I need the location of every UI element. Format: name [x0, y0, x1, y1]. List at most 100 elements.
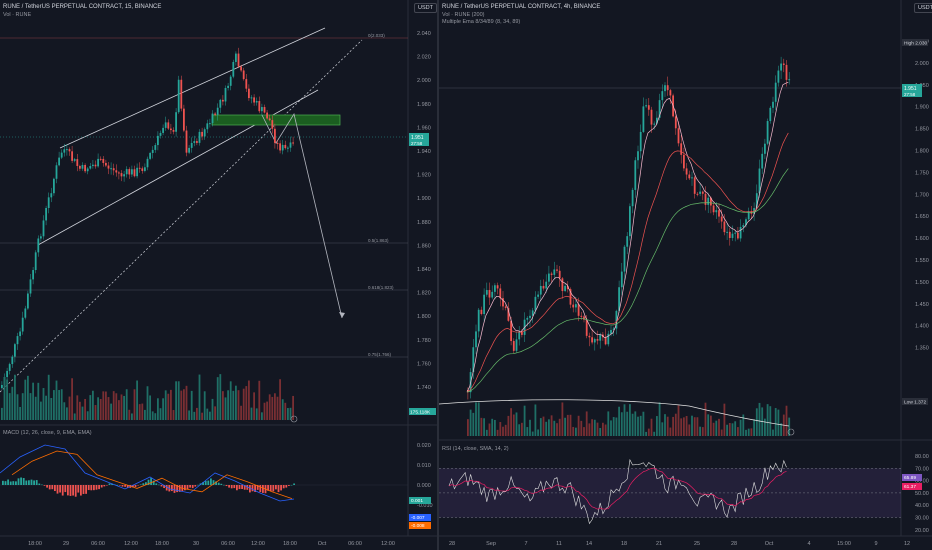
- right-volume-bar: [672, 416, 674, 436]
- volume-bar: [232, 390, 235, 420]
- volume-bar: [263, 402, 266, 420]
- price-candle: [268, 118, 271, 121]
- volume-bar: [206, 408, 209, 420]
- right-price-candle: [645, 105, 647, 107]
- price-candle: [16, 336, 19, 345]
- right-price-tag-countdown: 27:58: [904, 92, 916, 97]
- right-time-axis-label: Sep: [486, 541, 496, 547]
- price-candle: [84, 165, 86, 172]
- macd-histogram-bar: [173, 485, 176, 493]
- right-price-candle: [561, 278, 564, 292]
- volume-bar: [279, 379, 281, 420]
- macd-histogram-bar: [139, 484, 142, 485]
- macd-histogram-bar: [272, 485, 275, 492]
- right-volume-bar: [642, 411, 645, 436]
- volume-bar: [16, 394, 19, 420]
- right-time-axis-label: 15:00: [837, 541, 851, 547]
- macd-histogram-bar: [246, 485, 249, 490]
- price-candle: [190, 142, 193, 148]
- price-candle: [229, 76, 232, 86]
- right-price-candle: [610, 329, 612, 334]
- right-price-candle: [596, 339, 599, 341]
- macd-histogram-bar: [80, 485, 82, 496]
- right-volume-bar: [669, 427, 672, 436]
- volume-bar: [141, 403, 144, 420]
- right-volume-bar: [639, 415, 642, 436]
- time-axis-label: 06:00: [348, 541, 362, 547]
- volume-bar: [34, 396, 37, 420]
- macd-histogram-bar: [98, 485, 100, 490]
- price-candle: [177, 79, 180, 113]
- price-candle: [73, 159, 76, 161]
- right-volume-bar: [745, 429, 747, 436]
- volume-bar: [45, 395, 47, 420]
- macd-tag-value: -0.007: [411, 515, 425, 521]
- right-volume-bar: [550, 415, 553, 436]
- right-price-candle: [485, 290, 488, 295]
- volume-bar: [196, 407, 198, 420]
- right-volume-bar: [766, 404, 769, 436]
- price-candle: [203, 129, 206, 137]
- macd-histogram-bar: [4, 481, 7, 485]
- price-candle: [266, 112, 268, 119]
- price-candle: [118, 172, 120, 174]
- macd-histogram-bar: [59, 485, 61, 493]
- right-currency-button[interactable]: USDT: [914, 3, 932, 13]
- right-chart-pane[interactable]: 2.0502.0001.9501.9001.8501.8001.7501.700…: [438, 0, 932, 550]
- right-chart-canvas[interactable]: 2.0502.0001.9501.9001.8501.8001.7501.700…: [438, 0, 932, 550]
- volume-bar: [37, 382, 40, 420]
- right-volume-bar: [629, 404, 631, 436]
- volume-bar: [177, 381, 180, 420]
- pane-divider[interactable]: [437, 0, 439, 550]
- right-price-candle: [572, 304, 575, 308]
- right-price-candle: [631, 189, 634, 207]
- macd-histogram-bar: [54, 485, 56, 492]
- volume-bar: [292, 395, 294, 420]
- right-price-tick-label: 1.850: [915, 127, 929, 133]
- right-price-candle: [761, 153, 764, 169]
- left-chart-pane[interactable]: 2.040 2.020 2.000 1.980 1.960 1.940 1.920 1.900…: [0, 0, 437, 550]
- right-price-candle: [707, 197, 710, 205]
- right-price-candle: [739, 226, 742, 239]
- right-price-tick-label: 1.650: [915, 214, 929, 220]
- right-volume-bar: [534, 404, 537, 436]
- right-price-candle: [780, 63, 782, 71]
- right-price-candle: [774, 82, 777, 102]
- macd-tag-box: [409, 514, 431, 521]
- macd-histogram-bar: [56, 485, 59, 494]
- macd-histogram-bar: [142, 483, 145, 485]
- rsi-tag-value: 61.37: [904, 484, 916, 490]
- left-currency-button[interactable]: USDT: [414, 3, 437, 13]
- macd-histogram-bar: [184, 485, 186, 491]
- macd-histogram-bar: [43, 485, 46, 486]
- left-chart-canvas[interactable]: 2.040 2.020 2.000 1.980 1.960 1.940 1.920 1.900…: [0, 0, 437, 550]
- macd-histogram-bar: [46, 485, 48, 488]
- right-price-tick-label: 1.700: [915, 192, 929, 198]
- price-candle: [224, 87, 227, 102]
- volume-bar: [258, 380, 261, 420]
- ema-label: Multiple Ema 8/34/89 (8, 34, 89): [442, 19, 521, 25]
- volume-bar: [42, 388, 45, 420]
- green-zone-box: [211, 114, 341, 126]
- right-chart-title: RUNE / TetherUS PERPETUAL CONTRACT, 4h, …: [442, 4, 601, 10]
- macd-histogram-bar: [106, 485, 108, 486]
- right-volume-bar: [634, 411, 637, 436]
- right-price-candle: [591, 337, 593, 343]
- right-volume-bar: [539, 418, 542, 436]
- macd-histogram-bar: [48, 485, 51, 490]
- right-price-candle: [734, 232, 737, 234]
- time-axis-label: 30: [193, 541, 199, 547]
- time-axis-label: 18:00: [28, 541, 42, 547]
- macd-histogram-bar: [41, 484, 43, 486]
- macd-histogram-bar: [124, 485, 126, 487]
- macd-histogram-bar: [262, 485, 264, 493]
- right-volume-bar: [499, 422, 502, 436]
- right-volume-bar: [585, 411, 588, 436]
- macd-histogram-bar: [186, 485, 189, 490]
- right-price-candle: [755, 193, 758, 209]
- macd-histogram-bar: [12, 481, 15, 485]
- right-volume-bar: [734, 421, 737, 436]
- macd-histogram-bar: [212, 480, 215, 485]
- price-candle: [175, 112, 177, 132]
- right-volume-bar: [531, 431, 534, 436]
